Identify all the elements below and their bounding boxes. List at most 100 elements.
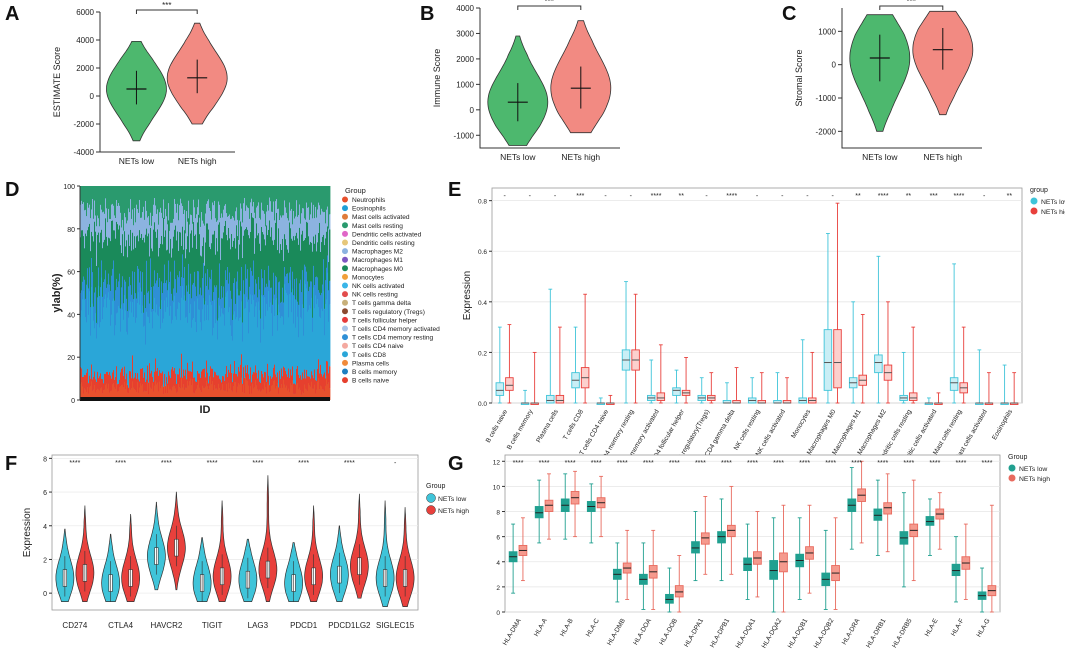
panel-d-band-segment [215,287,217,324]
panel-d-band-segment [313,204,315,237]
panel-d-band-segment [322,186,324,212]
panel-d-band-segment [122,219,124,235]
panel-b-ytick-label: 3000 [456,29,474,38]
panel-d-band-segment [289,202,291,223]
panel-d-band-segment [132,355,134,382]
panel-d-band-segment [93,186,95,219]
panel-d-band-segment [194,301,196,378]
panel-d-band-segment [286,385,288,400]
panel-d-band-segment [246,380,248,400]
panel-d-band-segment [238,259,240,296]
panel-d-band-segment [320,186,322,215]
panel-d-band-segment [82,376,84,387]
panel-d-band-segment [185,186,187,234]
panel-d-band-segment [227,240,229,268]
panel-d-band-segment [219,186,221,205]
panel-d-band-segment [249,186,251,219]
panel-e-legend-swatch [1030,197,1038,205]
panel-d-band-segment [159,381,161,400]
panel-d-band-segment [195,321,197,382]
panel-e-ytick-label: 0.2 [478,350,487,357]
panel-d-band-segment [280,186,282,216]
panel-d-band-segment [324,335,326,373]
panel-b-sig-bracket [517,5,582,10]
panel-d-band-segment [158,186,160,225]
panel-d-band-segment [170,305,172,379]
panel-c-xtick-label: NETs low [862,152,898,162]
panel-d-legend-label: Dendritic cells resting [352,240,415,247]
panel-d-band-segment [309,305,311,377]
panel-d-band-segment [329,229,331,281]
panel-d-band-segment [179,186,181,206]
panel-d-band-segment [120,245,122,309]
panel-d-band-segment [116,200,118,222]
panel-d-band-segment [200,377,202,391]
panel-d-band-segment [186,379,188,388]
panel-g-box [717,531,726,544]
panel-d-band-segment [178,374,180,384]
panel-d-band-segment [305,284,307,379]
panel-d-band-segment [206,380,208,400]
panel-e-xtick-label: Eosinophils [991,408,1014,441]
panel-d-band-segment [127,334,129,386]
panel-g-legend-swatch [1008,474,1016,482]
panel-d-band-segment [151,311,153,371]
panel-d-band-segment [135,293,137,323]
panel-d-band-segment [116,313,118,367]
panel-f-ylabel: Expression [22,508,33,557]
panel-d-band-segment [244,308,246,379]
panel-d-band-segment [268,375,270,385]
panel-d-band-segment [294,240,296,280]
panel-d-band-segment [294,295,296,384]
panel-d-band-segment [122,186,124,220]
panel-d-band-segment [81,230,83,291]
panel-d-band-segment [246,296,248,374]
panel-e-xtick-label: NK cells resting [733,408,762,451]
panel-d-band-segment [317,298,319,369]
panel-g-ytick-label: 0 [496,610,500,617]
panel-d-band-segment [167,307,169,384]
panel-d-band-segment [132,271,134,303]
panel-d-band-segment [139,230,141,283]
panel-d-band-segment [209,277,211,296]
panel-d-band-segment [175,316,177,374]
panel-d-band-segment [317,368,319,382]
panel-d-band-segment [202,278,204,310]
panel-d-band-segment [99,242,101,297]
panel-d-band-segment [101,277,103,379]
panel-d-band-segment [119,308,121,380]
panel-d-band-segment [150,227,152,259]
panel-letter-e: E [448,179,461,201]
panel-d-band-segment [265,387,267,400]
panel-d-band-segment [98,378,100,390]
panel-d-band-segment [152,251,154,310]
panel-d-band-segment [150,186,152,213]
panel-d-band-segment [144,372,146,391]
panel-d-band-segment [214,186,216,201]
panel-d-band-segment [245,264,247,309]
panel-d-legend-swatch [342,291,348,298]
panel-e-ytick-label: 0.6 [478,249,487,256]
panel-d-band-segment [201,256,203,296]
panel-d-band-segment [115,238,117,291]
panel-d-band-segment [253,299,255,372]
panel-d-band-segment [266,225,268,284]
panel-d-band-segment [251,271,253,305]
panel-d-band-segment [183,249,185,278]
panel-d-band-segment [244,294,246,309]
panel-d-band-segment [88,393,90,400]
panel-d-band-segment [317,277,319,299]
panel-d-band-segment [170,186,172,223]
panel-d-band-segment [197,384,199,400]
panel-d-band-segment [259,289,261,311]
panel-e-plot-frame [491,187,1023,404]
panel-d-band-segment [106,208,108,237]
panel-d-band-segment [113,370,115,384]
panel-d-band-segment [191,371,193,386]
panel-d-band-segment [221,285,223,309]
panel-d-band-segment [164,218,166,237]
panel-d-band-segment [302,186,304,209]
panel-f-sig-label: - [394,460,397,467]
panel-d-band-segment [226,213,228,235]
panel-d-band-segment [228,283,230,313]
